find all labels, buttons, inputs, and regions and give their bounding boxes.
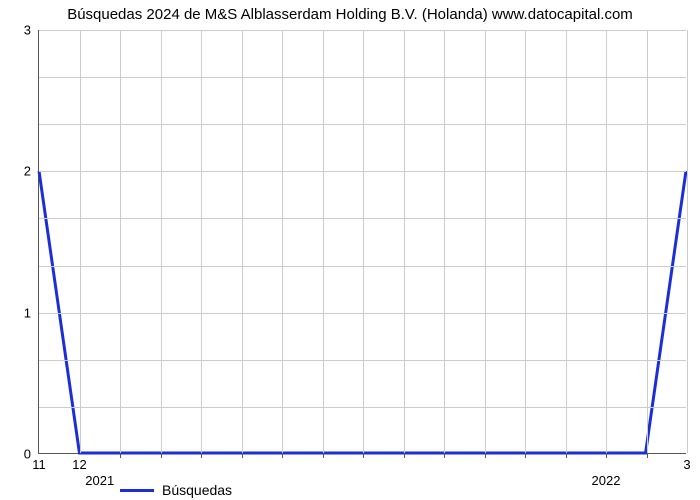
gridline-v [606,30,607,453]
x-minor-tick [647,453,648,458]
x-minor-tick [282,453,283,458]
chart-container: Búsquedas 2024 de M&S Alblasserdam Holdi… [0,0,700,500]
x-minor-tick [161,453,162,458]
x-minor-tick [404,453,405,458]
gridline-v [161,30,162,453]
x-tick-label: 3 [683,453,690,472]
x-minor-tick [525,453,526,458]
x-minor-tick [606,453,607,458]
x-minor-tick [566,453,567,458]
plot-area: 01231112320212022 [38,30,686,454]
gridline-v [687,30,688,453]
gridline-v [120,30,121,453]
y-tick-label: 2 [24,164,39,179]
gridline-v [444,30,445,453]
x-minor-tick [444,453,445,458]
x-minor-tick [120,453,121,458]
y-tick-label: 3 [24,23,39,38]
gridline-v [282,30,283,453]
x-tick-label: 11 [32,453,46,472]
gridline-v [80,30,81,453]
y-tick-label: 1 [24,305,39,320]
gridline-v [323,30,324,453]
chart-title: Búsquedas 2024 de M&S Alblasserdam Holdi… [0,6,700,23]
x-year-label: 2021 [85,453,114,488]
gridline-v [242,30,243,453]
gridline-v [485,30,486,453]
x-minor-tick [485,453,486,458]
gridline-v [647,30,648,453]
x-year-label: 2022 [592,453,621,488]
x-minor-tick [242,453,243,458]
legend-swatch [120,489,154,492]
gridline-v [201,30,202,453]
gridline-v [525,30,526,453]
x-minor-tick [363,453,364,458]
x-minor-tick [201,453,202,458]
x-minor-tick [323,453,324,458]
legend: Búsquedas [120,482,232,498]
gridline-v [566,30,567,453]
gridline-v [363,30,364,453]
legend-label: Búsquedas [162,482,232,498]
gridline-v [404,30,405,453]
